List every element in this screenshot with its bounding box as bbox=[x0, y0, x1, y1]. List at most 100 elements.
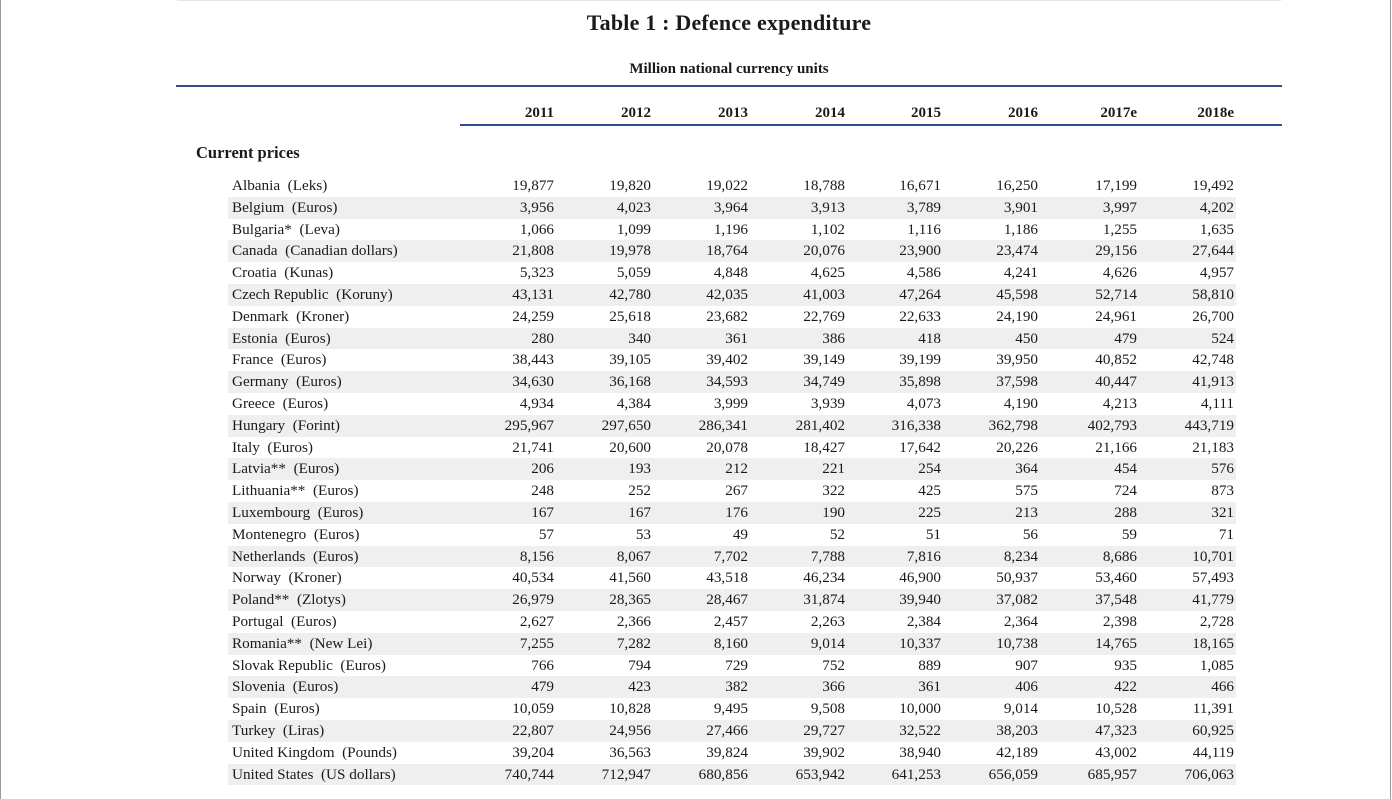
row-shading bbox=[228, 501, 1236, 524]
value-cell: 37,082 bbox=[996, 591, 1038, 609]
value-cell: 18,165 bbox=[1192, 634, 1234, 652]
value-cell: 1,116 bbox=[907, 220, 941, 238]
value-cell: 280 bbox=[531, 329, 554, 347]
section-title: Current prices bbox=[196, 143, 300, 162]
value-cell: 39,402 bbox=[706, 351, 748, 369]
table-row: Luxembourg (Euros) 167 167 176 190 225 213 288 3… bbox=[0, 501, 1392, 524]
value-cell: 4,586 bbox=[906, 264, 941, 282]
value-cell: 167 bbox=[531, 503, 554, 521]
value-cell: 3,913 bbox=[810, 198, 845, 216]
value-cell: 34,630 bbox=[512, 373, 554, 391]
value-cell: 11,391 bbox=[1192, 700, 1234, 718]
row-shading bbox=[228, 719, 1236, 742]
value-cell: 28,467 bbox=[706, 591, 748, 609]
value-cell: 3,999 bbox=[713, 394, 748, 412]
value-cell: 443,719 bbox=[1184, 416, 1234, 434]
value-cell: 193 bbox=[628, 460, 651, 478]
country-label: Hungary (Forint) bbox=[232, 416, 340, 434]
value-cell: 454 bbox=[1114, 460, 1137, 478]
value-cell: 2,457 bbox=[713, 612, 748, 630]
table-row: Slovenia (Euros) 479 423 382 366 361 406 422 466 bbox=[0, 676, 1392, 699]
value-cell: 8,234 bbox=[1003, 547, 1038, 565]
value-cell: 423 bbox=[628, 678, 651, 696]
country-label: Greece (Euros) bbox=[232, 394, 329, 412]
header-rule bbox=[176, 85, 1282, 87]
table-row: Lithuania** (Euros) 248 252 267 322 425 575 724… bbox=[0, 480, 1392, 502]
value-cell: 23,900 bbox=[899, 242, 941, 260]
country-label: Denmark (Kroner) bbox=[232, 307, 350, 325]
value-cell: 41,003 bbox=[803, 285, 845, 303]
value-cell: 4,190 bbox=[1003, 394, 1038, 412]
value-cell: 56 bbox=[1022, 525, 1038, 543]
frame-left-border bbox=[0, 0, 1, 799]
country-label: Portugal (Euros) bbox=[232, 612, 337, 630]
table-row: Greece (Euros) 4,934 4,384 3,999 3,939 4,073 4… bbox=[0, 393, 1392, 415]
value-cell: 21,183 bbox=[1192, 438, 1234, 456]
value-cell: 24,190 bbox=[996, 307, 1038, 325]
value-cell: 9,014 bbox=[1003, 700, 1038, 718]
value-cell: 873 bbox=[1211, 482, 1234, 500]
country-label: France (Euros) bbox=[232, 351, 327, 369]
value-cell: 53 bbox=[635, 525, 651, 543]
row-shading bbox=[228, 240, 1236, 263]
table-row: Bulgaria* (Leva) 1,066 1,099 1,196 1,102 1,11… bbox=[0, 219, 1392, 241]
table-row: Turkey (Liras) 22,807 24,956 27,466 29,727 32… bbox=[0, 719, 1392, 742]
row-shading bbox=[228, 196, 1236, 219]
value-cell: 38,443 bbox=[512, 351, 554, 369]
country-label: Romania** (New Lei) bbox=[232, 634, 373, 652]
year-header-cell: 2011 bbox=[524, 105, 554, 121]
table-row: France (Euros) 38,443 39,105 39,402 39,149 39… bbox=[0, 349, 1392, 371]
table-row: Norway (Kroner) 40,534 41,560 43,518 46,234 4… bbox=[0, 567, 1392, 589]
row-shading bbox=[228, 458, 1236, 481]
value-cell: 45,598 bbox=[996, 285, 1038, 303]
value-cell: 2,364 bbox=[1003, 612, 1038, 630]
value-cell: 281,402 bbox=[795, 416, 845, 434]
value-cell: 31,874 bbox=[803, 591, 845, 609]
value-cell: 26,700 bbox=[1192, 307, 1234, 325]
value-cell: 21,166 bbox=[1095, 438, 1137, 456]
value-cell: 340 bbox=[628, 329, 651, 347]
value-cell: 53,460 bbox=[1095, 569, 1137, 587]
value-cell: 18,427 bbox=[803, 438, 845, 456]
value-cell: 22,633 bbox=[899, 307, 941, 325]
value-cell: 29,156 bbox=[1095, 242, 1137, 260]
value-cell: 361 bbox=[725, 329, 748, 347]
value-cell: 22,769 bbox=[803, 307, 845, 325]
value-cell: 794 bbox=[628, 656, 651, 674]
value-cell: 712,947 bbox=[601, 765, 651, 783]
value-cell: 21,808 bbox=[512, 242, 554, 260]
value-cell: 38,940 bbox=[899, 743, 941, 761]
value-cell: 19,877 bbox=[512, 177, 554, 194]
value-cell: 316,338 bbox=[891, 416, 941, 434]
year-header-rule bbox=[460, 124, 1282, 126]
value-cell: 16,671 bbox=[899, 177, 941, 194]
value-cell: 212 bbox=[725, 460, 748, 478]
value-cell: 4,073 bbox=[906, 394, 941, 412]
value-cell: 2,263 bbox=[810, 612, 845, 630]
value-cell: 479 bbox=[531, 678, 554, 696]
value-cell: 42,748 bbox=[1192, 351, 1234, 369]
value-cell: 29,727 bbox=[803, 721, 845, 739]
value-cell: 39,199 bbox=[899, 351, 941, 369]
value-cell: 225 bbox=[918, 503, 941, 521]
value-cell: 23,682 bbox=[706, 307, 748, 325]
value-cell: 418 bbox=[918, 329, 941, 347]
country-label: Poland** (Zlotys) bbox=[232, 591, 346, 609]
country-label: Norway (Kroner) bbox=[232, 569, 342, 587]
value-cell: 5,323 bbox=[519, 264, 554, 282]
value-cell: 5,059 bbox=[616, 264, 651, 282]
country-label: Bulgaria* (Leva) bbox=[232, 220, 340, 238]
row-shading bbox=[228, 763, 1236, 786]
value-cell: 685,957 bbox=[1087, 765, 1137, 783]
value-cell: 2,627 bbox=[519, 612, 554, 630]
table-row: Italy (Euros) 21,741 20,600 20,078 18,427 17,… bbox=[0, 437, 1392, 459]
value-cell: 10,337 bbox=[899, 634, 941, 652]
value-cell: 575 bbox=[1015, 482, 1038, 500]
value-cell: 1,066 bbox=[519, 220, 554, 238]
value-cell: 406 bbox=[1015, 678, 1038, 696]
value-cell: 59 bbox=[1121, 525, 1137, 543]
value-cell: 24,961 bbox=[1095, 307, 1137, 325]
country-label: Slovenia (Euros) bbox=[232, 678, 339, 696]
value-cell: 1,635 bbox=[1199, 220, 1234, 238]
table-row: Estonia (Euros) 280 340 361 386 418 450 479 524 bbox=[0, 327, 1392, 350]
